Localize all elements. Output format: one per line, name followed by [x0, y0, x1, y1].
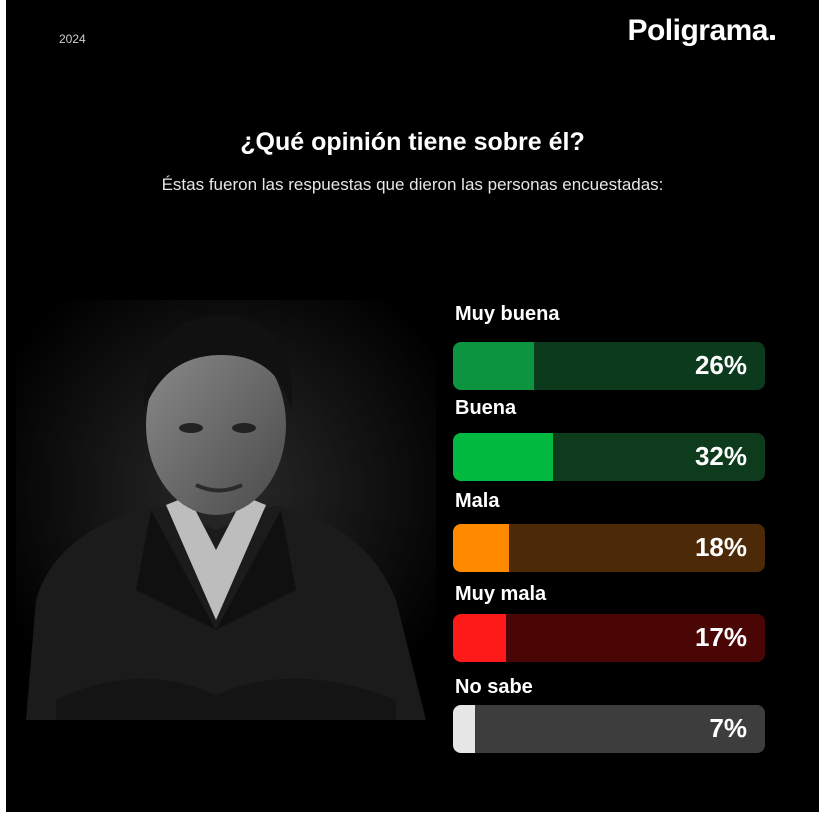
category-label: Buena: [455, 397, 517, 419]
page-subtitle: Éstas fueron las respuestas que dieron l…: [161, 175, 664, 194]
bar-track-buena: 32%: [453, 433, 765, 481]
category-label: Muy mala: [455, 583, 547, 605]
brand-logo: Poligrama: [627, 14, 775, 48]
bar-fill-muy-mala: [453, 614, 506, 662]
bar-fill-mala: [453, 524, 509, 572]
bar-track-mala: 18%: [453, 524, 765, 572]
bar-fill-no-sabe: [453, 705, 475, 753]
bar-fill-muy-buena: [453, 342, 534, 390]
value-label: 32%: [694, 441, 747, 471]
bar-fill-buena: [453, 433, 553, 481]
bar-track-muy-buena: 26%: [453, 342, 765, 390]
brand-dot-icon: [770, 35, 775, 40]
person-photo: [16, 300, 436, 720]
brand-name: Poligrama: [627, 14, 768, 47]
category-label: No sabe: [455, 676, 533, 698]
bar-track-no-sabe: 7%: [453, 705, 765, 753]
year-label: 2024: [59, 32, 86, 46]
category-label: Muy buena: [455, 303, 560, 325]
poll-card: 2024 Poligrama ¿Qué opinión tiene sobre …: [6, 0, 819, 812]
value-label: 7%: [709, 713, 747, 743]
category-label: Mala: [455, 490, 500, 512]
value-label: 26%: [694, 350, 747, 380]
bar-track-muy-mala: 17%: [453, 614, 765, 662]
value-label: 18%: [694, 532, 747, 562]
value-label: 17%: [694, 622, 747, 652]
page-title: ¿Qué opinión tiene sobre él?: [240, 128, 585, 156]
